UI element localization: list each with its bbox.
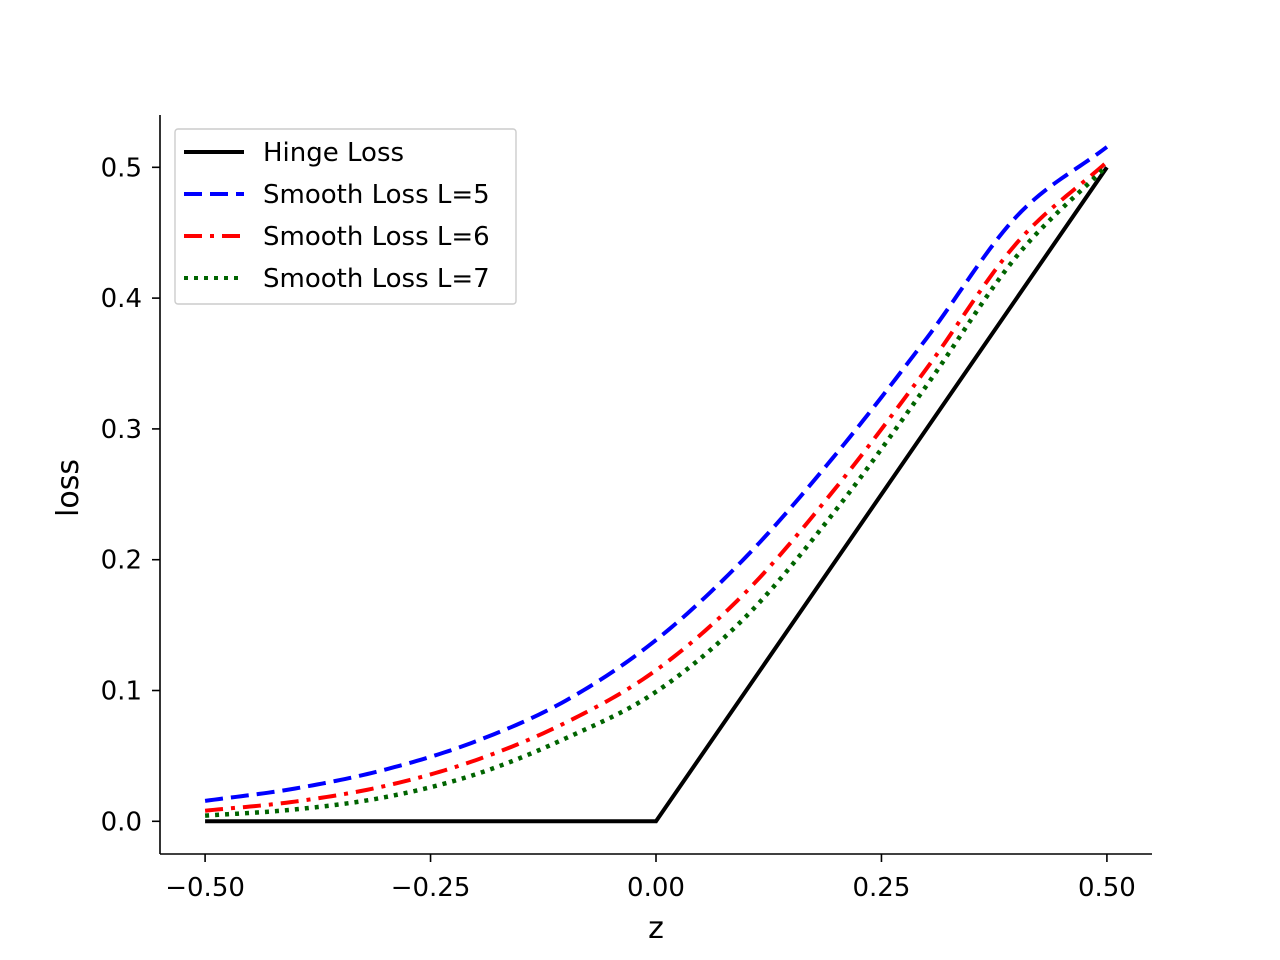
legend-label-4: Smooth Loss L=7 bbox=[263, 264, 490, 294]
series-line-4 bbox=[204, 164, 1109, 818]
legend-label-3: Smooth Loss L=6 bbox=[263, 222, 490, 252]
x-ticks: −0.50 −0.25 0.00 0.25 0.50 bbox=[165, 854, 1136, 903]
y-tick-label: 0.2 bbox=[101, 546, 142, 576]
legend-label-1: Hinge Loss bbox=[263, 138, 404, 168]
y-tick-label: 0.3 bbox=[101, 415, 142, 445]
series-lines bbox=[204, 145, 1109, 824]
series-line-1 bbox=[205, 166, 1109, 824]
series-line-2 bbox=[204, 145, 1109, 803]
y-tick-label: 0.4 bbox=[101, 284, 142, 314]
x-tick-label: 0.50 bbox=[1078, 873, 1136, 903]
legend: Hinge Loss Smooth Loss L=5 Smooth Loss L=6… bbox=[174, 128, 517, 305]
y-axis-label: loss bbox=[51, 459, 86, 517]
legend-label-2: Smooth Loss L=5 bbox=[263, 180, 490, 210]
y-tick-label: 0.5 bbox=[101, 153, 142, 183]
x-tick-label: 0.00 bbox=[627, 873, 685, 903]
x-tick-label: 0.25 bbox=[853, 873, 911, 903]
y-tick-label: 0.1 bbox=[101, 677, 142, 707]
legend-box bbox=[174, 128, 517, 305]
legend-entries: Hinge Loss Smooth Loss L=5 Smooth Loss L=6… bbox=[184, 138, 490, 294]
x-tick-label: −0.25 bbox=[391, 873, 471, 903]
y-ticks: 0.0 0.1 0.2 0.3 0.4 0.5 bbox=[101, 153, 160, 837]
x-tick-label: −0.50 bbox=[165, 873, 245, 903]
x-axis-label: z bbox=[648, 911, 664, 946]
y-tick-label: 0.0 bbox=[101, 807, 142, 837]
